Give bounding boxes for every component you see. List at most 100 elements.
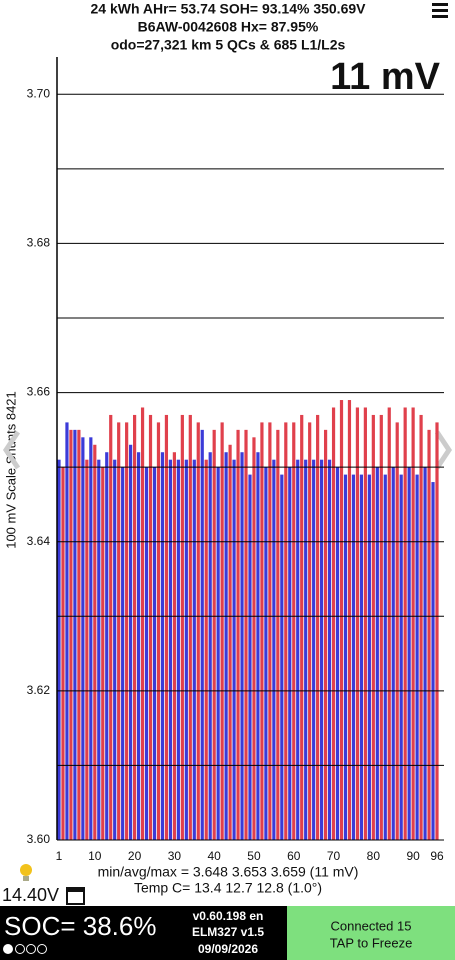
bar bbox=[168, 459, 173, 840]
x-tick-label: 40 bbox=[207, 849, 221, 863]
bar bbox=[395, 422, 399, 840]
bar bbox=[224, 452, 228, 840]
bar bbox=[335, 467, 340, 840]
bar bbox=[304, 459, 308, 840]
bar bbox=[152, 467, 157, 840]
bar bbox=[200, 429, 204, 840]
bar bbox=[419, 414, 423, 840]
bar bbox=[323, 429, 328, 840]
aux-voltage: 14.40V bbox=[2, 885, 59, 905]
bar bbox=[244, 429, 248, 840]
bar bbox=[363, 407, 367, 840]
bar bbox=[260, 422, 264, 840]
bulb-icon[interactable] bbox=[20, 864, 32, 881]
bar bbox=[156, 422, 161, 840]
x-tick-label: 30 bbox=[168, 849, 182, 863]
bar bbox=[204, 459, 208, 840]
bar bbox=[367, 474, 371, 840]
bar bbox=[133, 414, 137, 840]
bar bbox=[276, 429, 280, 840]
bar bbox=[69, 429, 73, 840]
bar bbox=[228, 444, 232, 840]
bar bbox=[101, 467, 105, 840]
bar bbox=[371, 414, 375, 840]
bar bbox=[272, 459, 276, 840]
bar bbox=[113, 459, 117, 840]
bar bbox=[77, 429, 81, 840]
bar bbox=[268, 422, 272, 840]
bar bbox=[216, 467, 220, 840]
bar bbox=[347, 400, 352, 840]
y-tick-label: 3.68 bbox=[27, 236, 51, 250]
bar bbox=[403, 407, 407, 840]
x-tick-label: 10 bbox=[88, 849, 102, 863]
bar bbox=[61, 467, 65, 840]
bar bbox=[316, 414, 320, 840]
bar bbox=[192, 459, 196, 840]
bar bbox=[129, 444, 133, 840]
temperature: Temp C= 13.4 12.7 12.8 (1.0°) bbox=[134, 880, 322, 896]
bar bbox=[407, 467, 411, 840]
bar bbox=[320, 459, 324, 840]
bar bbox=[415, 474, 419, 840]
bar bbox=[383, 474, 387, 840]
x-tick-label: 1 bbox=[56, 849, 63, 863]
bar bbox=[411, 407, 415, 840]
bar bbox=[85, 459, 89, 840]
bar bbox=[355, 407, 360, 840]
menu-icon[interactable] bbox=[432, 3, 448, 18]
spread-label: 11 mV bbox=[330, 56, 441, 98]
calendar-icon[interactable] bbox=[66, 887, 85, 905]
bar bbox=[339, 400, 344, 840]
bar bbox=[57, 459, 61, 840]
bar bbox=[431, 482, 435, 840]
bar bbox=[240, 452, 244, 840]
stats: min/avg/max = 3.648 3.653 3.659 (11 mV) bbox=[98, 864, 359, 880]
next-arrow[interactable] bbox=[434, 430, 453, 470]
bar bbox=[343, 474, 348, 840]
status-bar bbox=[0, 906, 287, 960]
bar bbox=[184, 459, 188, 840]
bar bbox=[331, 407, 336, 840]
bar bbox=[312, 459, 316, 840]
plot: 3.60 3.62 3.64 3.66 3.68 3.70 1 10 20 30 40 50 60 70 8… bbox=[27, 57, 444, 863]
bar bbox=[359, 474, 363, 840]
bar bbox=[351, 474, 356, 840]
bar bbox=[65, 422, 69, 840]
bar bbox=[220, 422, 224, 840]
bar bbox=[188, 414, 192, 840]
bar bbox=[117, 422, 121, 840]
bar bbox=[248, 474, 252, 840]
soc: SOC= 38.6% bbox=[4, 911, 156, 941]
header-line: odo=27,321 km 5 QCs & 685 L1/L2s bbox=[111, 37, 346, 53]
bar bbox=[93, 444, 97, 840]
bar bbox=[121, 467, 125, 840]
bar bbox=[109, 414, 113, 840]
y-axis-label: 100 mV Scale Shunts 8421 bbox=[3, 391, 18, 549]
bar bbox=[136, 452, 141, 840]
bar bbox=[264, 467, 268, 840]
bar bbox=[73, 429, 77, 840]
bar bbox=[423, 467, 427, 840]
bar bbox=[212, 429, 216, 840]
bar bbox=[280, 474, 284, 840]
bar bbox=[160, 452, 165, 840]
bar bbox=[140, 407, 145, 840]
date: 09/09/2026 bbox=[198, 942, 258, 956]
bar bbox=[180, 414, 184, 840]
freeze-button[interactable] bbox=[287, 906, 455, 960]
page-dots bbox=[3, 944, 47, 954]
x-tick-label: 20 bbox=[128, 849, 142, 863]
bar bbox=[196, 422, 200, 840]
freeze-action[interactable]: TAP to Freeze bbox=[330, 935, 413, 950]
x-tick-label: 50 bbox=[247, 849, 261, 863]
bar bbox=[327, 459, 332, 840]
bar bbox=[300, 414, 304, 840]
prev-arrow[interactable] bbox=[2, 430, 21, 470]
bar bbox=[208, 452, 212, 840]
bar bbox=[308, 422, 312, 840]
bar bbox=[288, 467, 292, 840]
bar bbox=[379, 414, 383, 840]
bar bbox=[81, 437, 85, 840]
